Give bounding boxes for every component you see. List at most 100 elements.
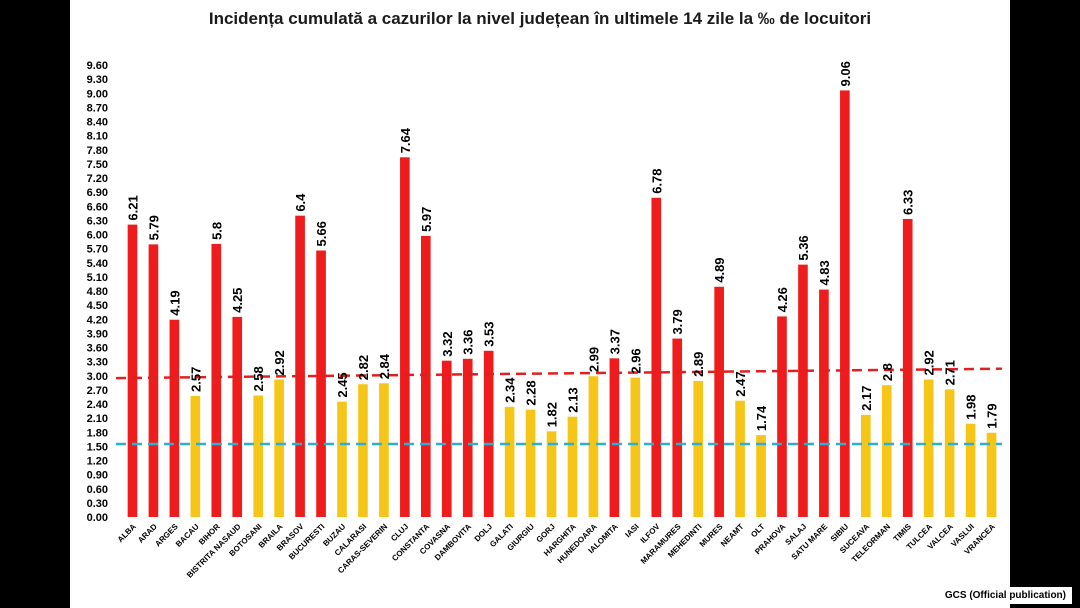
bar [295,215,305,517]
y-tick-label: 9.00 [87,88,108,100]
y-tick-label: 5.10 [87,272,108,284]
y-tick-label: 4.20 [87,314,108,326]
data-label: 6.33 [901,190,916,215]
data-label: 5.79 [146,215,161,240]
y-tick-label: 6.90 [87,187,108,199]
bar-chart: 0.00 0.30 0.60 0.90 1.20 1.50 1.80 2.10 2.40 2.70… [87,60,1003,580]
data-label: 2.57 [188,367,203,392]
bar [148,244,159,517]
bar [860,414,871,517]
bar [756,435,766,517]
data-label: 6.4 [293,193,308,212]
reference-line [115,367,1003,380]
data-label: 2.45 [335,372,350,397]
y-tick-label: 1.20 [87,456,108,468]
y-tick-label: 7.20 [87,173,108,185]
y-tick-label: 0.90 [87,470,108,482]
y-tick-label: 4.50 [87,300,108,312]
data-label: 2.92 [922,350,937,375]
data-label: 4.25 [230,288,245,313]
category-label: OLT [749,522,766,539]
bar [609,358,620,517]
bar [798,264,808,517]
data-label: 2.99 [586,347,601,372]
bar [923,379,934,517]
bar [546,431,557,517]
bar [965,423,976,517]
data-label: 4.26 [775,287,790,312]
bar [567,416,578,517]
bar [169,319,180,517]
data-label: 3.79 [670,309,685,334]
bar [986,432,997,517]
bar [881,385,892,517]
y-tick-label: 3.60 [87,343,108,355]
bar [944,389,955,517]
y-tick-label: 2.70 [87,385,108,397]
y-tick-label: 8.40 [87,117,108,129]
bar [630,377,641,517]
y-tick-label: 7.80 [87,145,108,157]
data-label: 2.89 [691,352,706,377]
data-label: 2.82 [356,355,371,380]
bar [462,358,473,517]
data-label: 3.37 [607,329,622,354]
data-label: 2.71 [943,360,958,385]
data-label: 2.28 [524,380,539,405]
data-label: 3.36 [461,329,476,354]
bar [420,235,431,517]
bar [337,401,347,517]
y-tick-label: 8.70 [87,102,108,114]
data-label: 2.92 [272,350,287,375]
bar [672,338,683,517]
bar [525,409,536,517]
data-label: 2.34 [503,377,518,403]
data-label: 5.66 [314,221,329,246]
data-label: 1.82 [545,402,560,427]
data-label: 2.17 [859,386,874,411]
data-label: 2.47 [733,371,748,396]
bar [588,376,599,517]
bar [504,406,515,517]
y-tick-label: 6.60 [87,201,108,213]
data-label: 2.96 [628,348,643,373]
bar [211,243,222,517]
y-tick-label: 3.30 [87,357,108,369]
data-label: 6.21 [125,195,140,220]
y-tick-label: 6.30 [87,215,108,227]
bar [253,395,264,517]
data-label: 7.64 [398,127,413,153]
y-tick-label: 1.80 [87,427,108,439]
y-tick-label: 0.60 [87,484,108,496]
data-label: 1.79 [985,403,1000,428]
bar [400,157,410,518]
bar [127,224,138,518]
y-tick-label: 1.50 [87,441,108,453]
y-tick-label: 8.10 [87,131,108,143]
category-label: NEAMT [719,522,746,549]
data-label: 4.89 [712,257,727,282]
bar [441,360,452,517]
data-label: 3.53 [482,321,497,346]
data-label: 2.84 [377,353,392,379]
data-label: 5.36 [796,235,811,260]
bar [379,383,389,517]
y-tick-label: 2.40 [87,399,108,411]
bar [902,218,913,517]
bar [777,316,787,517]
data-label: 4.19 [167,290,182,315]
bar [483,350,494,517]
category-label: IASI [623,522,640,539]
chart-title: Incidența cumulată a cazurilor la nivel … [208,9,872,28]
bar [316,250,326,517]
source-label: GCS (Official publication) [938,587,1072,604]
data-label: 9.06 [838,61,853,86]
y-tick-label: 3.90 [87,328,108,340]
data-label: 6.78 [649,168,664,193]
bar [190,395,201,517]
y-tick-label: 5.70 [87,244,108,256]
y-tick-label: 6.00 [87,230,108,242]
y-tick-label: 0.00 [87,512,108,524]
bar [651,197,662,517]
